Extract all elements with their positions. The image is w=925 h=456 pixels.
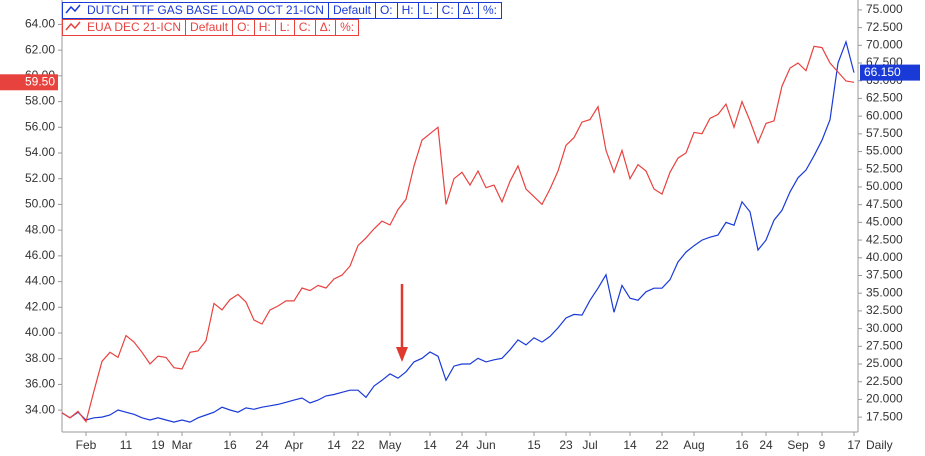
y-tick-label: 42.00 [25, 299, 55, 313]
x-tick-label: 17 [847, 438, 861, 452]
x-tick-label: Apr [285, 438, 304, 452]
y2-tick-label: 32.500 [866, 303, 903, 317]
y-tick-label: 46.00 [25, 248, 55, 262]
y-tick-label: 38.00 [25, 351, 55, 365]
series-line [61, 45, 855, 424]
legend-field: %: [335, 20, 358, 35]
last-value-label: 66.150 [864, 65, 901, 79]
y2-tick-label: 42.500 [866, 232, 903, 246]
y-tick-label: 34.00 [25, 402, 55, 416]
legend-field: C: [293, 20, 315, 35]
y2-tick-label: 55.000 [866, 144, 903, 158]
y2-tick-label: 45.000 [866, 215, 903, 229]
y2-tick-label: 50.000 [866, 179, 903, 193]
legend-field: C: [436, 3, 458, 18]
x-tick-label: 24 [255, 438, 269, 452]
y2-tick-label: 72.500 [866, 20, 903, 34]
legend-field: O: [374, 3, 397, 18]
y-tick-label: 50.00 [25, 197, 55, 211]
x-tick-label: 14 [623, 438, 637, 452]
y-tick-label: 58.00 [25, 94, 55, 108]
y2-tick-label: 57.500 [866, 126, 903, 140]
x-tick-label: 14 [327, 438, 341, 452]
x-interval-label: Daily [866, 438, 893, 452]
legend: EUA DEC 21-ICN Default O: H: L: C: Δ:%: [62, 19, 360, 36]
y2-tick-label: 40.000 [866, 250, 903, 264]
legend-field: %: [478, 3, 501, 18]
y2-tick-label: 70.000 [866, 37, 903, 51]
legend-field: L: [417, 3, 437, 18]
last-value-box [860, 64, 920, 81]
x-tick-label: Mar [172, 438, 193, 452]
y-tick-label: 56.00 [25, 119, 55, 133]
legend-field: H: [253, 20, 275, 35]
y-tick-label: 52.00 [25, 171, 55, 185]
x-tick-label: 22 [655, 438, 669, 452]
y2-tick-label: 20.000 [866, 392, 903, 406]
legend-label: EUA DEC 21-ICN [87, 20, 182, 34]
x-tick-label: Feb [76, 438, 97, 452]
legend-icon [63, 3, 83, 18]
arrow [396, 284, 408, 362]
x-tick-label: 16 [735, 438, 749, 452]
y2-tick-label: 22.500 [866, 374, 903, 388]
y2-tick-label: 30.000 [866, 321, 903, 335]
x-tick-label: 11 [120, 438, 133, 452]
x-tick-label: 19 [151, 438, 165, 452]
y2-tick-label: 52.500 [866, 161, 903, 175]
legend-icon [63, 20, 83, 35]
legend-field: Δ: [457, 3, 478, 18]
last-value-box [0, 74, 58, 91]
y2-tick-label: 47.500 [866, 197, 903, 211]
legend-field: Default [327, 3, 375, 18]
y2-tick-label: 75.000 [866, 2, 903, 16]
last-value-label: 59.50 [25, 74, 55, 88]
x-tick-label: 15 [527, 438, 541, 452]
legend-field: Δ: [314, 20, 335, 35]
legend: DUTCH TTF GAS BASE LOAD OCT 21-ICN Defaul… [62, 2, 503, 19]
x-tick-label: Aug [683, 438, 704, 452]
y2-tick-label: 37.500 [866, 268, 903, 282]
x-tick-label: May [379, 438, 402, 452]
y-tick-label: 36.00 [25, 377, 55, 391]
legend-field: Default [185, 20, 232, 35]
y2-tick-label: 62.500 [866, 91, 903, 105]
x-tick-label: 16 [223, 438, 237, 452]
y2-tick-label: 25.000 [866, 356, 903, 370]
y-tick-label: 44.00 [25, 274, 55, 288]
x-tick-label: 22 [351, 438, 365, 452]
y2-tick-label: 17.500 [866, 409, 903, 423]
x-tick-label: 23 [559, 438, 573, 452]
legend-field: H: [396, 3, 418, 18]
legend-field: L: [274, 20, 294, 35]
y2-tick-label: 27.500 [866, 338, 903, 352]
x-tick-label: Sep [787, 438, 809, 452]
x-tick-label: 24 [455, 438, 469, 452]
x-tick-label: 9 [819, 438, 826, 452]
x-tick-label: Jul [582, 438, 597, 452]
series-line [61, 39, 855, 423]
legend-label: DUTCH TTF GAS BASE LOAD OCT 21-ICN [87, 3, 324, 17]
y2-tick-label: 35.000 [866, 285, 903, 299]
y-tick-label: 54.00 [25, 145, 55, 159]
x-tick-label: Jun [476, 438, 495, 452]
y-tick-label: 64.00 [25, 17, 55, 31]
y-tick-label: 62.00 [25, 42, 55, 56]
legend-field: O: [232, 20, 254, 35]
y-tick-label: 48.00 [25, 222, 55, 236]
x-tick-label: 14 [423, 438, 437, 452]
y2-tick-label: 60.000 [866, 108, 903, 122]
y-tick-label: 40.00 [25, 325, 55, 339]
x-tick-label: 24 [759, 438, 773, 452]
